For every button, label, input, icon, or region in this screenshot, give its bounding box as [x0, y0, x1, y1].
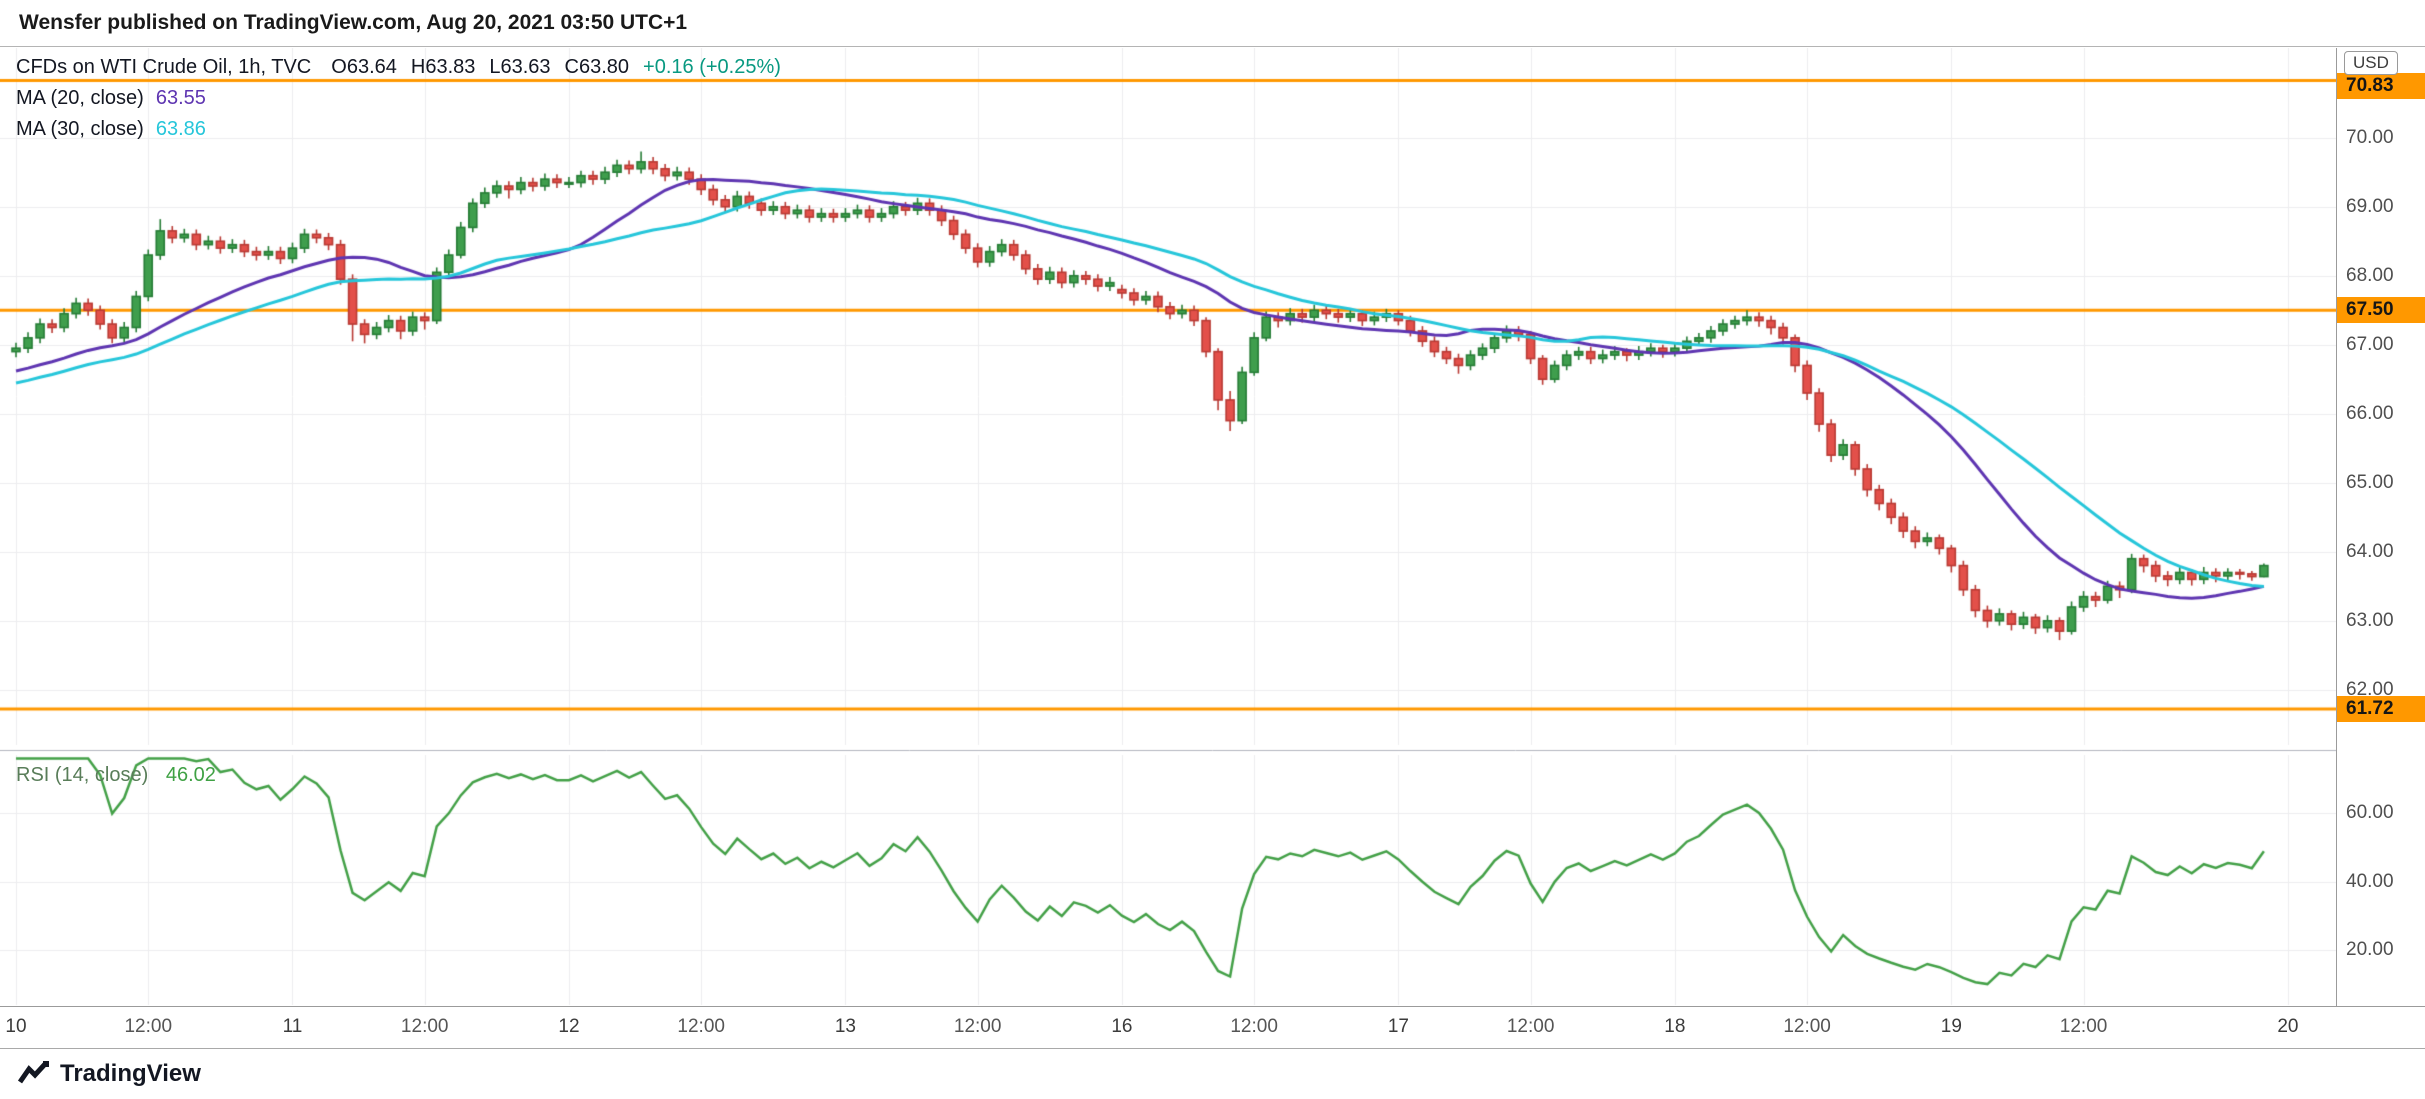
time-axis-label: 12: [558, 1016, 580, 1037]
brand-name[interactable]: TradingView: [60, 1060, 201, 1087]
price-axis-label: 70.00: [2346, 126, 2394, 148]
rsi-label: RSI (14, close): [16, 764, 149, 786]
price-axis-label: 63.00: [2346, 609, 2394, 631]
ma30-value: 63.86: [155, 118, 206, 140]
time-axis-label: 18: [1664, 1016, 1686, 1037]
price-axis-label: 67.00: [2346, 333, 2394, 355]
level-price-tag: 70.83: [2337, 73, 2425, 99]
price-axis-label: 62.00: [2346, 678, 2394, 700]
chart-container: CFDs on WTI Crude Oil, 1h, TVC O63.64 H6…: [0, 48, 2425, 1049]
time-axis-label: 12:00: [2059, 1016, 2108, 1037]
time-axis-label: 20: [2277, 1016, 2299, 1037]
time-axis-label: 12:00: [400, 1016, 449, 1037]
price-axis-label: 66.00: [2346, 402, 2394, 424]
time-axis-label: 13: [834, 1016, 857, 1037]
publish-header: Wensfer published on TradingView.com, Au…: [0, 0, 2425, 47]
ohlc-low: L63.63: [489, 56, 551, 78]
time-axis-label: 12:00: [677, 1016, 725, 1037]
price-axis-label: 65.00: [2346, 471, 2394, 493]
rsi-axis-label: 60.00: [2346, 802, 2394, 824]
rsi-axis-label: 40.00: [2346, 870, 2394, 892]
time-axis-label: 19: [1940, 1016, 1962, 1037]
main-legend: CFDs on WTI Crude Oil, 1h, TVC O63.64 H6…: [16, 52, 781, 145]
time-axis-label: 12:00: [953, 1016, 1002, 1037]
time-axis-label: 12:00: [1230, 1016, 1278, 1037]
price-axis[interactable]: USD 70.00 69.00 68.00 67.00 66.00 65.00 64.00 6…: [2336, 48, 2425, 1048]
price-axis-label: 68.00: [2346, 264, 2394, 286]
time-axis-label: 10: [5, 1016, 27, 1037]
time-axis-label: 16: [1111, 1016, 1133, 1037]
time-axis-label: 12:00: [124, 1016, 173, 1037]
price-axis-label: 69.00: [2346, 195, 2394, 217]
ma30-label: MA (30, close): [16, 118, 144, 140]
symbol-legend-row: CFDs on WTI Crude Oil, 1h, TVC O63.64 H6…: [16, 52, 781, 83]
time-axis-label: 17: [1387, 1016, 1409, 1037]
ma20-label: MA (20, close): [16, 87, 144, 109]
price-axis-label: 64.00: [2346, 540, 2394, 562]
rsi-legend-row: RSI (14, close) 46.02: [16, 764, 216, 787]
price-change: +0.16 (+0.25%): [643, 56, 781, 78]
ma20-value: 63.55: [155, 87, 206, 109]
rsi-value: 46.02: [165, 764, 216, 786]
rsi-axis-label: 20.00: [2346, 939, 2394, 961]
symbol-title: CFDs on WTI Crude Oil, 1h, TVC: [16, 56, 312, 78]
ohlc-high: H63.83: [410, 56, 476, 78]
publish-header-text: Wensfer published on TradingView.com, Au…: [19, 11, 688, 34]
ma20-legend-row: MA (20, close) 63.55: [16, 83, 781, 114]
time-axis-label: 11: [282, 1016, 303, 1037]
time-axis-label: 12:00: [1506, 1016, 1555, 1037]
ma30-legend-row: MA (30, close) 63.86: [16, 114, 781, 145]
currency-label: USD: [2344, 51, 2398, 75]
price-chart-canvas[interactable]: [0, 48, 2425, 1006]
tradingview-logo-icon[interactable]: [18, 1060, 50, 1088]
ohlc-close: C63.80: [564, 56, 630, 78]
ohlc-open: O63.64: [331, 56, 397, 78]
time-axis[interactable]: 10 12:00 11 12:00 12 12:00 13 12:00 16 12:00 17 12:…: [0, 1006, 2425, 1048]
time-axis-label: 12:00: [1783, 1016, 1831, 1037]
footer: TradingView: [0, 1049, 2425, 1099]
level-price-tag: 61.72: [2337, 696, 2425, 723]
level-price-tag: 67.50: [2337, 297, 2425, 324]
